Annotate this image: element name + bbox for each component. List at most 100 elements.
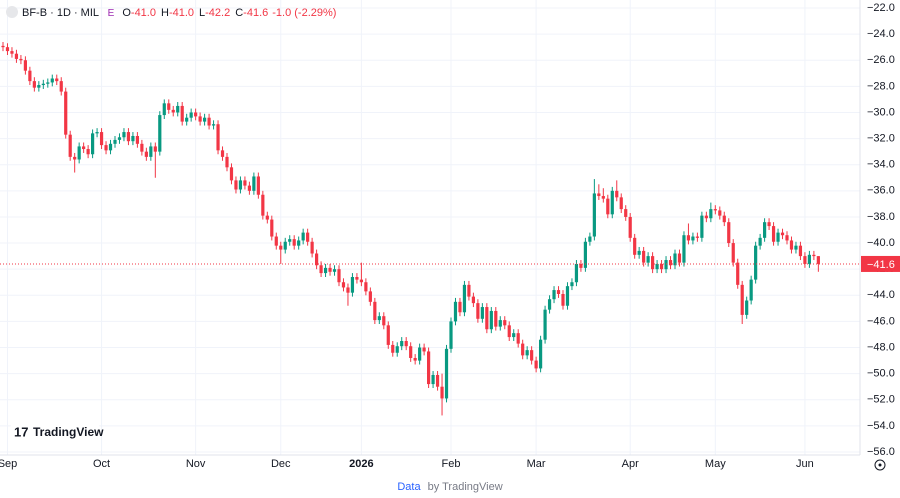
candle-body: [592, 193, 596, 237]
x-tick-label: Apr: [622, 458, 639, 470]
candle-body: [194, 112, 198, 117]
candle-body: [637, 250, 641, 255]
y-tick-label: −32.0: [867, 132, 895, 144]
candle-body: [292, 239, 296, 246]
candle-body: [610, 190, 614, 215]
candle-body: [789, 240, 794, 250]
candle-body: [686, 235, 691, 241]
candle-body: [615, 190, 619, 198]
logo-bg: [9, 420, 101, 444]
candle-body: [480, 307, 484, 319]
candle-body: [816, 256, 820, 264]
legend-change: -1.0 (-2.29%): [272, 7, 336, 19]
candle-body: [682, 235, 686, 263]
candle-body: [422, 347, 426, 352]
candle-body: [176, 105, 180, 113]
candle-body: [368, 291, 372, 302]
legend-value: -42.2: [205, 7, 230, 19]
candle-body: [601, 196, 605, 199]
candle-body: [386, 325, 390, 345]
candle-body: [651, 256, 655, 270]
x-tick-label: Mar: [527, 458, 546, 470]
candle-body: [731, 243, 735, 263]
candle-body: [256, 176, 260, 195]
footer-text: by TradingView: [428, 481, 503, 493]
x-tick-label: Nov: [186, 458, 206, 470]
candle-body: [140, 143, 144, 152]
candle-body: [579, 263, 583, 268]
candle-body: [28, 70, 32, 82]
candle-body: [749, 279, 753, 301]
candle-body: [718, 210, 722, 216]
candle-body: [86, 149, 90, 155]
candle-body: [243, 180, 247, 186]
candle-body: [391, 344, 395, 353]
y-tick-label: −24.0: [867, 28, 895, 40]
y-tick-label: −48.0: [867, 341, 895, 353]
y-tick-label: −56.0: [867, 446, 895, 458]
x-tick-label: Jun: [796, 458, 814, 470]
candle-body: [382, 316, 386, 326]
legend-key: H: [161, 7, 169, 19]
candle-body: [758, 237, 762, 246]
candle-body: [234, 180, 238, 190]
candle-body: [23, 60, 27, 71]
y-tick-label: −38.0: [867, 211, 895, 223]
candle-body: [59, 81, 63, 92]
y-tick-label: −36.0: [867, 185, 895, 197]
candle-body: [50, 78, 54, 83]
candle-body: [185, 117, 189, 122]
candle-body: [736, 262, 740, 285]
symbol-icon: [6, 6, 18, 18]
settings-icon[interactable]: [874, 459, 886, 471]
y-tick-label: −22.0: [867, 2, 895, 14]
x-tick-label: Feb: [442, 458, 461, 470]
candle-body: [418, 347, 422, 361]
candle-body: [606, 198, 610, 215]
candle-body: [494, 310, 498, 327]
candle-body: [673, 253, 677, 266]
candle-body: [803, 256, 807, 264]
candle-body: [64, 91, 68, 135]
candle-body: [46, 82, 50, 84]
x-tick-label: Dec: [271, 458, 291, 470]
candles: [1, 41, 820, 416]
candle-body: [364, 282, 368, 292]
candle-body: [534, 360, 538, 369]
candle-body: [727, 222, 731, 244]
candle-body: [780, 232, 785, 236]
candle-body: [713, 209, 717, 211]
candle-body: [122, 132, 126, 138]
y-tick-label: −28.0: [867, 80, 895, 92]
legend: BF-B · 1D · MIL E O-41.0 H-41.0 L-42.2 C-41.…: [22, 7, 336, 19]
candle-body: [633, 237, 637, 255]
y-tick-label: −50.0: [867, 368, 895, 380]
candle-body: [131, 135, 135, 142]
candle-body: [798, 245, 803, 257]
candle-body: [440, 386, 444, 399]
logo-mark: 17: [14, 424, 28, 439]
candle-body: [471, 296, 475, 304]
candle-body: [10, 51, 14, 54]
candle-body: [144, 151, 148, 157]
candle-body: [117, 137, 122, 140]
candle-body: [252, 176, 256, 191]
settings[interactable]: [874, 459, 886, 471]
candle-body: [68, 134, 72, 157]
candle-body: [261, 194, 265, 216]
candle-body: [556, 290, 561, 294]
candle-body: [198, 116, 202, 122]
candle-body: [413, 357, 417, 361]
candle-body: [189, 112, 193, 118]
candle-body: [225, 156, 229, 168]
candle-body: [467, 284, 471, 297]
candle-body: [216, 124, 220, 151]
candle-body: [238, 180, 243, 190]
x-tick-label: May: [705, 458, 726, 470]
candle-body: [521, 343, 525, 356]
candle-body: [489, 310, 493, 330]
footer-link[interactable]: Data: [397, 481, 421, 493]
candle-body: [108, 143, 113, 151]
candle-body: [547, 299, 552, 310]
